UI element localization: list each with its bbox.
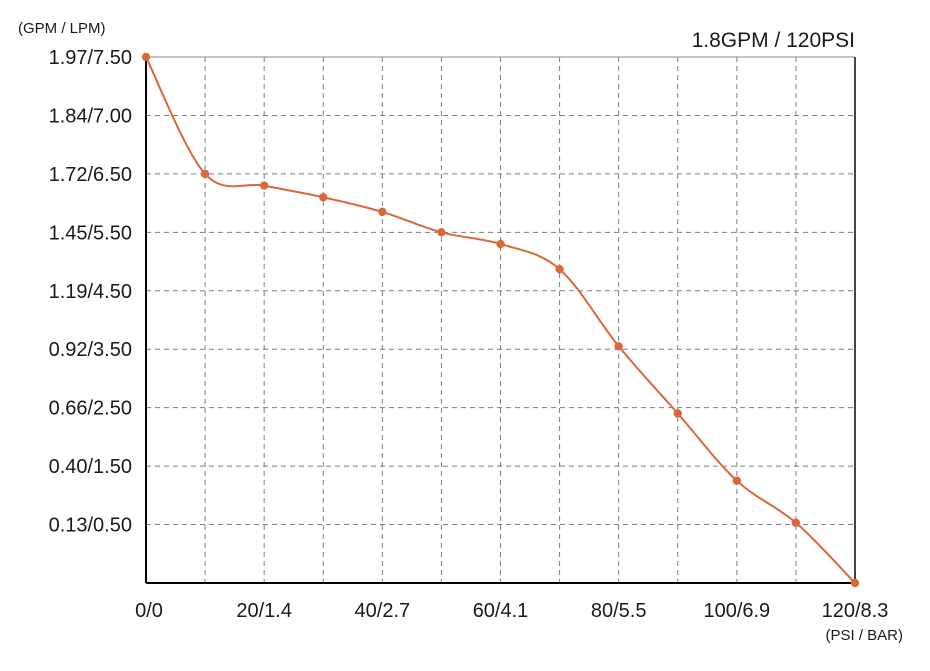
- grid: [146, 57, 855, 583]
- y-tick-label: 1.19/4.50: [49, 281, 132, 303]
- y-tick-label: 1.97/7.50: [49, 47, 132, 69]
- data-point: [378, 207, 387, 217]
- data-point: [614, 342, 623, 351]
- y-tick-label: 0.13/0.50: [49, 515, 132, 537]
- data-point: [200, 169, 210, 179]
- y-tick-label: 1.45/5.50: [49, 222, 132, 244]
- plot-frame: [145, 56, 856, 584]
- data-point: [437, 228, 446, 237]
- data-point: [850, 578, 860, 588]
- x-tick-label: 20/1.4: [236, 600, 292, 622]
- y-tick-label: 1.72/6.50: [49, 164, 132, 186]
- chart-title: 1.8GPM / 120PSI: [692, 29, 855, 52]
- x-axis-ticks: 0/0 20/1.4 40/2.7 60/4.1 80/5.5 100/6.9 120/8.…: [135, 600, 888, 622]
- series-1: [141, 52, 860, 588]
- x-tick-label: 0/0: [135, 600, 163, 622]
- y-axis-ticks: 0.13/0.50 0.40/1.50 0.66/2.50 0.92/3.50 1.19…: [49, 47, 132, 537]
- data-point: [673, 409, 682, 418]
- data-point: [496, 239, 505, 249]
- x-tick-label: 60/4.1: [473, 600, 529, 622]
- y-tick-label: 0.66/2.50: [49, 398, 132, 420]
- y-axis-unit-label: (GPM / LPM): [18, 20, 106, 37]
- data-point: [791, 518, 801, 528]
- x-axis-unit-label: (PSI / BAR): [825, 627, 903, 644]
- data-point: [319, 193, 328, 202]
- x-tick-label: 40/2.7: [355, 600, 411, 622]
- data-point: [555, 264, 564, 274]
- x-tick-label: 100/6.9: [703, 600, 770, 622]
- x-tick-label: 80/5.5: [591, 600, 647, 622]
- data-point: [259, 181, 269, 190]
- data-point: [732, 476, 742, 485]
- x-tick-label: 120/8.3: [822, 600, 889, 622]
- y-tick-label: 0.92/3.50: [49, 339, 132, 361]
- y-tick-label: 0.40/1.50: [49, 456, 132, 478]
- data-point: [141, 52, 151, 62]
- y-tick-label: 1.84/7.00: [49, 105, 132, 127]
